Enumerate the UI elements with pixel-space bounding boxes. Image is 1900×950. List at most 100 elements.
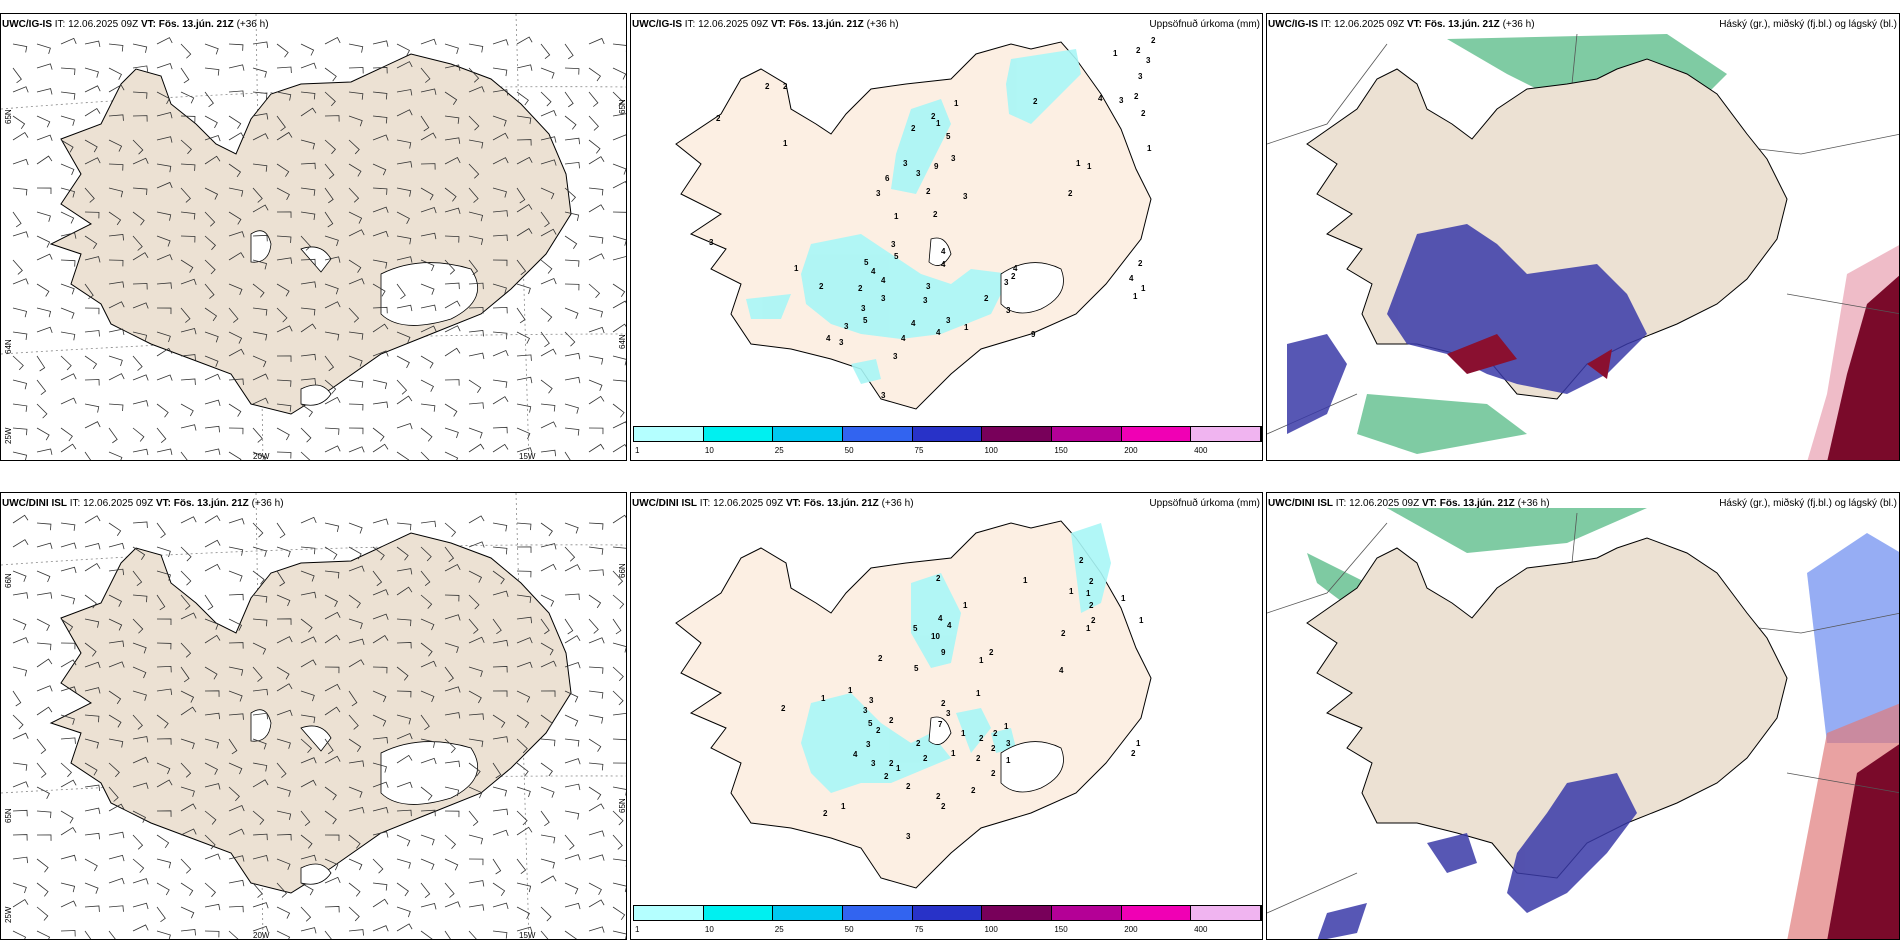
wind-barb	[12, 592, 29, 599]
wind-barb	[372, 259, 388, 269]
wind-barb	[612, 642, 626, 653]
wind-barb	[396, 331, 411, 344]
wind-barb	[540, 228, 557, 237]
precip-value: 3	[1006, 306, 1011, 315]
colorbar-swatch	[703, 427, 774, 441]
wind-barb	[108, 211, 122, 226]
wind-barb	[420, 206, 437, 214]
wind-barb	[468, 690, 482, 704]
precip-value: 4	[941, 247, 946, 256]
wind-barb	[612, 43, 626, 52]
wind-barb	[108, 43, 124, 52]
precip-value: 4	[826, 334, 831, 343]
wind-barb	[180, 327, 197, 335]
wind-barb	[516, 447, 533, 454]
wind-barb	[108, 690, 122, 705]
wind-barb	[228, 211, 242, 225]
wind-barb	[516, 376, 533, 384]
wind-barb	[516, 522, 532, 531]
wind-barb	[468, 67, 480, 83]
wind-barb	[444, 157, 461, 165]
wind-barb	[252, 738, 267, 750]
precip-value: 2	[976, 754, 981, 763]
wind-barb	[204, 834, 216, 850]
wind-barb	[444, 379, 460, 386]
cloud-legend-title: Háský (gr.), miðský (fj.bl.) og lágský (…	[1719, 498, 1897, 509]
wind-barb	[516, 259, 527, 276]
precip-value: 2	[989, 648, 994, 657]
precip-legend-title: Uppsöfnuð úrkoma (mm)	[1149, 498, 1260, 509]
wind-barb	[300, 546, 316, 555]
wind-barb	[204, 903, 221, 911]
wind-barb	[84, 421, 101, 429]
wind-barb	[156, 136, 173, 143]
colorbar-swatch	[634, 427, 704, 441]
wind-barb	[588, 443, 605, 453]
wind-barb	[468, 139, 484, 149]
wind-barb	[540, 348, 557, 357]
wind-barb	[444, 187, 457, 202]
wind-barb	[588, 253, 605, 261]
wind-barb	[516, 714, 530, 728]
wind-barb	[564, 161, 580, 169]
wind-barb	[84, 107, 101, 117]
wind-barb	[492, 522, 508, 532]
wind-barb	[492, 132, 509, 141]
wind-barb	[300, 403, 314, 418]
wind-barb	[132, 400, 149, 407]
colorbar-label: 25	[774, 446, 784, 455]
wind-barb	[300, 187, 316, 196]
wind-barb	[108, 786, 119, 802]
cloud-map	[1267, 33, 1899, 460]
wind-barb	[516, 926, 533, 933]
wind-barb	[564, 758, 581, 765]
wind-barb	[444, 115, 460, 124]
wind-barb	[276, 66, 292, 74]
wind-barb	[84, 67, 99, 78]
wind-barb	[84, 905, 100, 912]
wind-barb	[348, 760, 365, 767]
wind-barb	[300, 91, 316, 100]
wind-barb	[492, 546, 508, 555]
wind-barb	[204, 594, 214, 611]
wind-barb	[588, 762, 604, 771]
wind-barb	[228, 593, 244, 601]
lat-label: 25W	[4, 427, 13, 444]
wind-barb	[396, 379, 408, 395]
wind-barb	[324, 163, 335, 179]
wind-barb	[180, 354, 196, 361]
wind-barb	[588, 637, 605, 644]
wind-barb	[36, 882, 49, 897]
precip-colorbar	[633, 426, 1262, 442]
wind-barb	[252, 331, 268, 341]
wind-barb	[420, 642, 433, 657]
precip-value: 2	[783, 82, 788, 91]
wind-barb	[204, 738, 220, 749]
wind-barb	[36, 762, 47, 778]
wind-barb	[348, 834, 361, 849]
wind-barb	[36, 906, 49, 921]
wind-barb	[204, 134, 221, 142]
wind-barb	[348, 659, 365, 668]
wind-barb	[396, 304, 413, 312]
wind-barb	[588, 854, 605, 861]
lat-label: 25W	[4, 906, 13, 923]
wind-barb	[588, 187, 604, 196]
wind-barb	[300, 323, 317, 333]
wind-barb	[348, 618, 363, 630]
wind-barb	[36, 786, 50, 799]
precip-value: 3	[709, 238, 714, 247]
wind-barb	[444, 300, 461, 309]
precip-value: 1	[1147, 144, 1152, 153]
wind-barb	[492, 349, 509, 357]
wind-barb	[372, 306, 388, 314]
wind-barb	[276, 786, 291, 797]
precip-value: 1	[783, 139, 788, 148]
precip-value: 4	[947, 621, 952, 630]
wind-barb	[564, 854, 581, 861]
wind-barb	[372, 379, 388, 390]
wind-barb	[444, 282, 460, 290]
colorbar-label: 50	[844, 446, 854, 455]
precip-value: 3	[946, 316, 951, 325]
